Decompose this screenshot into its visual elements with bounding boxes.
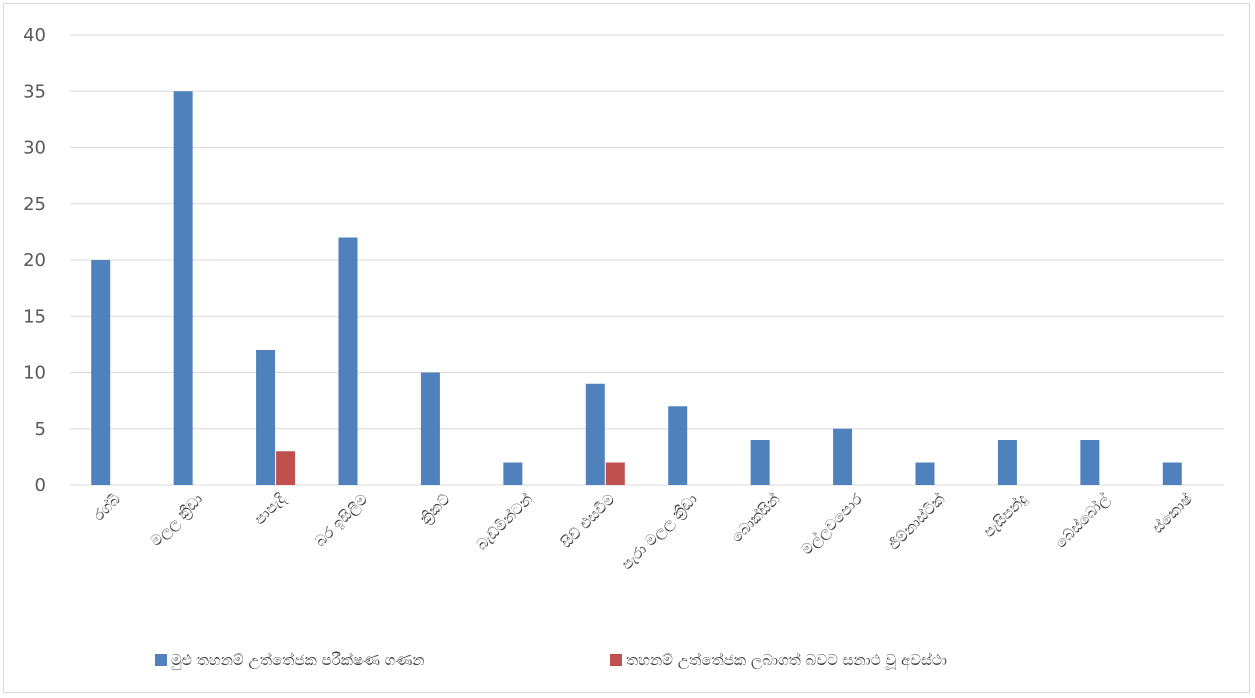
x-tick-label: පාපැදි (251, 489, 290, 528)
x-tick-label: බර ඉසිලීම (311, 490, 371, 550)
bar-total-tests (1080, 440, 1100, 485)
x-tick-label: මල්ලවපොර (797, 490, 866, 559)
x-tick-label: පැසිපන්දු (980, 490, 1031, 541)
x-tick-label: සිව් එසවීම (557, 490, 619, 552)
bar-total-tests (833, 428, 853, 485)
y-tick-label: 5 (35, 419, 46, 440)
bar-total-tests (668, 406, 688, 485)
bar-total-tests (915, 462, 935, 485)
x-axis: රග්බි මලල ක්‍රීඩා පාපැදි බර ඉසිලීම ක්‍රිකට් බ… (90, 489, 1196, 573)
y-tick-label: 40 (23, 25, 46, 46)
bars (91, 91, 1182, 485)
legend-label: තහනම් උත්තේජක ලබාගත් බවට සනාථ වූ අවස්ථා (626, 651, 947, 670)
bar-total-tests (173, 91, 193, 485)
y-tick-label: 20 (23, 250, 46, 271)
bar-total-tests (503, 462, 523, 485)
legend-swatch (155, 654, 167, 666)
legend-label: මුළු තහනම් උත්තේජක පරීක්ෂණ ගණන (171, 651, 425, 670)
y-tick-label: 35 (23, 81, 46, 102)
y-tick-label: 10 (23, 363, 46, 384)
x-tick-label: බොක්සින් (727, 490, 783, 546)
bar-positive-cases (276, 451, 296, 485)
x-tick-label: ක්‍රිකට් (416, 490, 454, 528)
x-tick-label: ස්කොෂ් (1149, 490, 1196, 537)
y-axis: 0 5 10 15 20 25 30 35 40 (23, 25, 1224, 496)
bar-total-tests (997, 440, 1017, 485)
x-tick-label: පැරා මලල ක්‍රීඩා (618, 490, 702, 574)
y-tick-label: 15 (23, 306, 46, 327)
bar-positive-cases (605, 462, 625, 485)
legend: මුළු තහනම් උත්තේජක පරීක්ෂණ ගණන තහනම් උත්ත… (155, 651, 947, 670)
bar-total-tests (338, 237, 358, 485)
y-tick-label: 25 (23, 194, 46, 215)
x-tick-label: බේස්බෝල් (1052, 490, 1114, 552)
chart-frame (3, 3, 1250, 693)
x-tick-label: බැඩ්මින්ටන් (472, 490, 536, 554)
legend-swatch (610, 654, 622, 666)
bar-total-tests (256, 350, 276, 485)
x-tick-label: මලල ක්‍රීඩා (147, 490, 208, 551)
bar-total-tests (585, 383, 605, 485)
bar-total-tests (420, 372, 440, 485)
bar-total-tests (750, 440, 770, 485)
y-tick-label: 0 (35, 475, 46, 496)
y-tick-label: 30 (23, 138, 46, 159)
x-tick-label: රග්බි (90, 490, 124, 524)
gridlines (70, 34, 1224, 486)
bar-total-tests (1162, 462, 1182, 485)
x-tick-label: ජිම්නාස්ටික් (885, 490, 949, 554)
bar-total-tests (91, 260, 111, 485)
